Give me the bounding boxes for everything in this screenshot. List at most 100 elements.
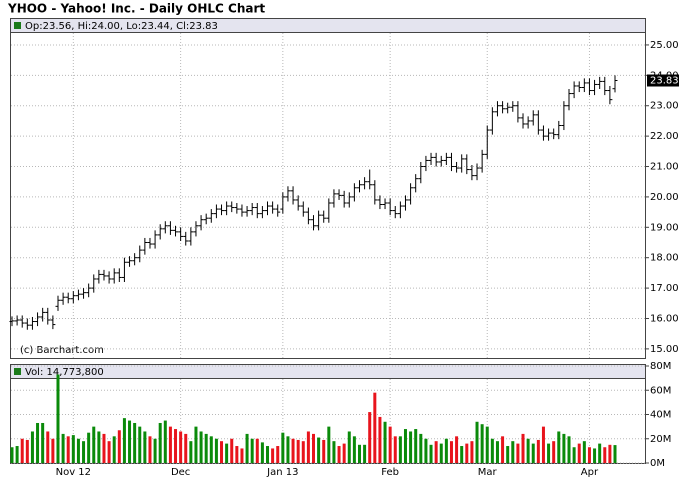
volume-bar [148, 436, 152, 463]
volume-bar [398, 436, 402, 463]
volume-bar [214, 438, 218, 463]
x-tick-label: Feb [381, 467, 399, 478]
volume-bar [352, 436, 356, 463]
volume-bar [312, 433, 315, 463]
volume-legend: Vol: 14,773,800 [25, 367, 104, 378]
chart-title: YHOO - Yahoo! Inc. - Daily OHLC Chart [7, 2, 265, 16]
x-tick-label: Jan 13 [266, 467, 298, 478]
volume-bar [531, 443, 535, 463]
volume-bar [429, 444, 433, 463]
y-tick-label: 80M [650, 361, 671, 372]
volume-bar [388, 426, 392, 463]
volume-bar [557, 431, 561, 463]
volume-bar [281, 432, 285, 463]
volume-bar [220, 441, 224, 463]
volume-bar [66, 436, 70, 463]
volume-bar [122, 418, 126, 463]
volume-bar [521, 433, 525, 463]
volume-bar [511, 441, 515, 463]
y-tick-label: 20M [650, 434, 671, 445]
volume-bar [30, 431, 34, 463]
volume-bar [470, 441, 474, 463]
volume-bar [209, 436, 213, 463]
volume-bar [102, 433, 106, 463]
volume-bar [10, 447, 14, 463]
volume-bar [409, 431, 413, 463]
volume-bar [485, 426, 489, 463]
volume-bar [480, 424, 484, 463]
y-tick-label: 16.00 [650, 313, 679, 324]
y-tick-label: 23.00 [650, 101, 679, 112]
volume-bar [291, 438, 295, 463]
volume-bar [41, 422, 45, 463]
volume-bar [194, 426, 198, 463]
volume-bar [342, 443, 346, 463]
volume-bar [567, 436, 571, 463]
volume-bar [301, 441, 305, 463]
volume-bar [189, 441, 193, 463]
x-tick-label: Dec [171, 467, 190, 478]
volume-bar [76, 438, 80, 463]
volume-bar [82, 441, 86, 463]
volume-bar [296, 439, 300, 463]
volume-bar [593, 448, 597, 463]
volume-bar [526, 438, 530, 463]
volume-bar [163, 420, 167, 463]
volume-bar [403, 429, 407, 463]
y-tick-label: 0M [650, 458, 665, 469]
volume-bar [363, 444, 367, 463]
volume-bar [15, 446, 19, 463]
volume-bar [506, 446, 510, 463]
volume-bar [419, 433, 423, 463]
volume-bar [434, 441, 438, 463]
volume-bar [128, 420, 132, 463]
volume-bar [87, 432, 91, 463]
y-tick-label: 19.00 [650, 222, 679, 233]
y-tick-label: 17.00 [650, 283, 679, 294]
volume-bar [51, 438, 55, 463]
volume-bar [240, 448, 244, 463]
volume-bar [332, 441, 336, 463]
volume-bar [92, 426, 96, 463]
volume-bar [368, 412, 372, 463]
volume-bar [271, 448, 275, 463]
volume-bar [36, 422, 40, 463]
y-tick-label: 21.00 [650, 162, 679, 173]
x-tick-label: Nov 12 [56, 467, 91, 478]
volume-bar [143, 431, 147, 463]
ohlc-legend: Op:23.56, Hi:24.00, Lo:23.44, Cl:23.83 [25, 21, 218, 32]
volume-bar [378, 416, 382, 463]
volume-bar [168, 426, 172, 463]
volume-bar [117, 430, 121, 463]
volume-bar [230, 438, 234, 463]
last-price-label: 23.83 [650, 76, 679, 87]
volume-bar [603, 447, 607, 463]
volume-bar [225, 443, 229, 463]
volume-bar [357, 444, 361, 463]
x-tick-label: Mar [478, 467, 498, 478]
volume-bar [179, 431, 183, 463]
y-tick-label: 18.00 [650, 253, 679, 264]
y-tick-label: 40M [650, 410, 671, 421]
price-header [10, 18, 646, 33]
volume-bar [516, 443, 520, 463]
volume-bar [184, 433, 188, 463]
volume-bar [572, 447, 576, 463]
volume-bar [613, 445, 617, 463]
volume-bar [414, 429, 418, 463]
volume-bar [495, 441, 499, 463]
volume-bar [444, 438, 448, 463]
legend-swatch [14, 368, 21, 375]
y-tick-label: 25.00 [650, 40, 679, 51]
volume-bar [373, 392, 377, 463]
volume-bar [276, 446, 280, 463]
last-price-box [647, 74, 679, 87]
volume-bar [286, 436, 290, 463]
volume-bar [174, 429, 178, 463]
y-tick-label: 22.00 [650, 131, 679, 142]
volume-bar [608, 444, 612, 463]
volume-bar [577, 443, 581, 463]
volume-bar [20, 438, 24, 463]
volume-bar [199, 431, 203, 463]
volume-bar [337, 446, 341, 463]
